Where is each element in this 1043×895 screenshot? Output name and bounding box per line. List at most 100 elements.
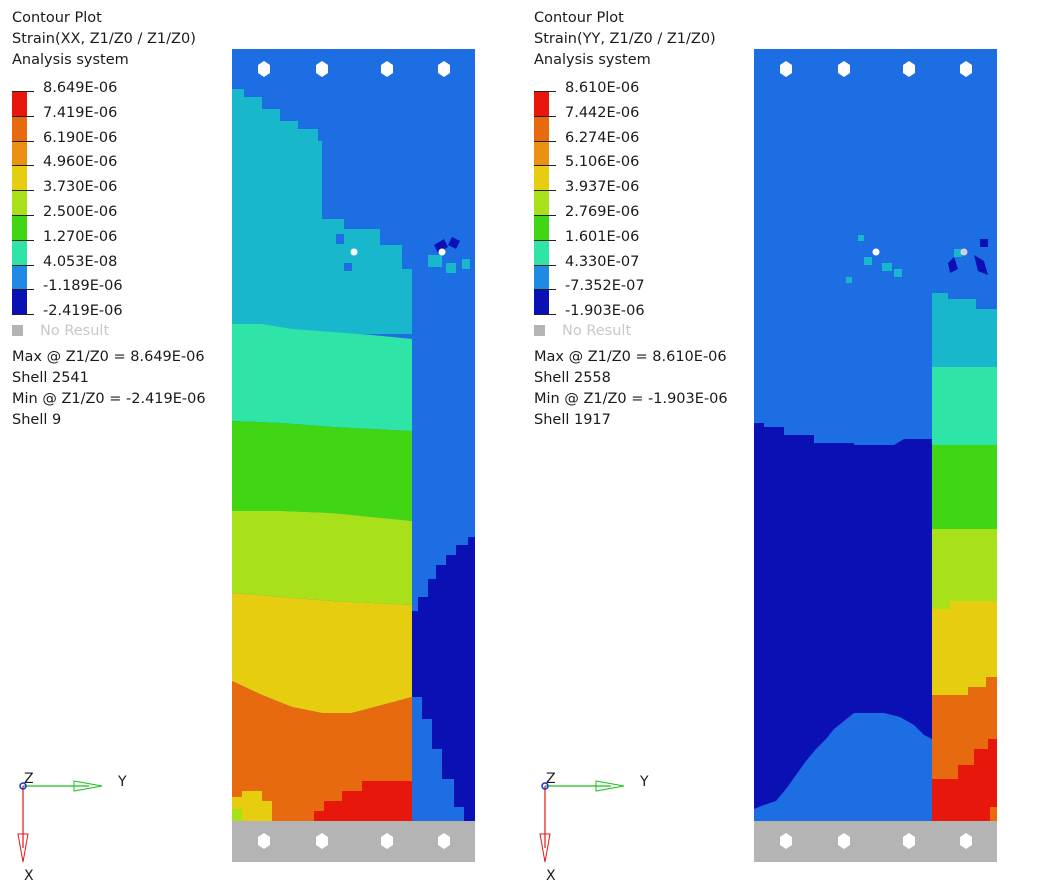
region-red	[932, 739, 997, 821]
contour-panel-xx: Contour Plot Strain(XX, Z1/Z0 / Z1/Z0) A…	[0, 0, 520, 895]
axis-label-y: Y	[118, 774, 127, 790]
legend-label: 1.601E-06	[565, 228, 640, 245]
legend-label: -1.903E-06	[565, 303, 645, 320]
region-teal	[932, 293, 997, 367]
legend-swatch	[12, 190, 27, 216]
legend-label: 7.442E-06	[565, 104, 640, 121]
contour-panel-yy: Contour Plot Strain(YY, Z1/Z0 / Z1/Z0) A…	[522, 0, 1042, 895]
region-green-small	[232, 809, 242, 821]
legend-swatch	[12, 240, 27, 265]
axis-label-y: Y	[640, 774, 649, 790]
node-marker	[960, 248, 968, 256]
legend-swatch	[12, 264, 27, 290]
legend-label: 4.053E-08	[43, 253, 118, 270]
region-teal	[232, 89, 412, 334]
legend-label: -7.352E-07	[565, 278, 645, 295]
axis-label-x: X	[24, 868, 34, 884]
region-red	[306, 781, 412, 821]
axis-label-x: X	[546, 868, 556, 884]
legend-swatch	[534, 116, 549, 141]
plot-system: Analysis system	[12, 52, 129, 68]
node-marker	[872, 248, 880, 256]
legend-label: 4.960E-06	[43, 154, 118, 171]
support-bottom	[232, 821, 475, 862]
bolt-holes-bottom	[258, 833, 450, 849]
legend-label: 1.270E-06	[43, 228, 118, 245]
triad-arrows	[539, 780, 625, 863]
legend-swatch	[534, 190, 549, 216]
legend-label: 4.330E-07	[565, 253, 640, 270]
speckle-cluster	[322, 224, 470, 283]
speckle-cluster	[846, 235, 988, 283]
legend-swatch	[12, 215, 27, 241]
axis-triad[interactable]: Z Y X	[536, 770, 666, 885]
triad-arrows	[17, 780, 103, 863]
bolt-holes-top	[780, 61, 972, 77]
legend-swatch	[12, 289, 27, 315]
no-result-label: No Result	[562, 323, 632, 339]
legend-swatch	[534, 165, 549, 191]
max-value: Max @ Z1/Z0 = 8.649E-06	[12, 349, 205, 365]
region-green	[932, 445, 997, 529]
plot-title: Contour Plot	[12, 10, 102, 26]
legend-swatch	[12, 91, 27, 117]
legend-label: 8.610E-06	[565, 80, 640, 96]
no-result-legend: No Result	[534, 323, 631, 339]
legend-swatch	[534, 140, 549, 166]
plot-stats: Max @ Z1/Z0 = 8.649E-06 Shell 2541 Min @…	[12, 347, 206, 431]
no-result-swatch	[534, 325, 545, 336]
contour-model[interactable]	[232, 49, 475, 862]
plot-system: Analysis system	[534, 52, 651, 68]
plot-header: Contour Plot Strain(YY, Z1/Z0 / Z1/Z0) A…	[534, 8, 716, 71]
axis-label-z: Z	[546, 771, 556, 787]
legend-label: 6.190E-06	[43, 129, 118, 146]
legend-label: 3.730E-06	[43, 179, 118, 196]
min-shell: Shell 9	[12, 412, 62, 428]
no-result-legend: No Result	[12, 323, 109, 339]
contour-model[interactable]	[754, 49, 997, 862]
legend-swatch	[534, 215, 549, 241]
min-value: Min @ Z1/Z0 = -2.419E-06	[12, 391, 206, 407]
plot-stats: Max @ Z1/Z0 = 8.610E-06 Shell 2558 Min @…	[534, 347, 728, 431]
legend-label: 3.937E-06	[565, 179, 640, 196]
legend-label: -2.419E-06	[43, 303, 123, 320]
region-dark-blue	[412, 537, 475, 821]
support-bottom	[754, 821, 997, 862]
legend-label: 6.274E-06	[565, 129, 640, 146]
no-result-swatch	[12, 325, 23, 336]
legend-label: 2.769E-06	[565, 203, 640, 220]
region-yellow-green	[232, 511, 412, 605]
no-result-label: No Result	[40, 323, 110, 339]
legend-swatch	[534, 240, 549, 265]
legend-swatch	[12, 116, 27, 141]
bolt-holes-top	[258, 61, 450, 77]
node-marker	[438, 248, 446, 256]
region-orange	[932, 677, 997, 779]
legend-label: 7.419E-06	[43, 104, 118, 121]
region-aqua	[932, 367, 997, 445]
legend-label: 8.649E-06	[43, 80, 118, 96]
region-aqua	[232, 324, 412, 431]
plot-header: Contour Plot Strain(XX, Z1/Z0 / Z1/Z0) A…	[12, 8, 196, 71]
legend-label: 2.500E-06	[43, 203, 118, 220]
legend-swatch	[534, 289, 549, 315]
region-dark-blue	[754, 423, 932, 809]
legend-swatch	[534, 264, 549, 290]
max-shell: Shell 2558	[534, 370, 611, 386]
legend-swatch	[12, 165, 27, 191]
max-shell: Shell 2541	[12, 370, 89, 386]
max-value: Max @ Z1/Z0 = 8.610E-06	[534, 349, 727, 365]
node-marker	[350, 248, 358, 256]
legend-swatch	[12, 140, 27, 166]
legend-label: -1.189E-06	[43, 278, 123, 295]
region-green	[232, 421, 412, 521]
region-yellow	[232, 593, 412, 713]
region-yellow	[932, 601, 997, 695]
axis-triad[interactable]: Z Y X	[14, 770, 144, 885]
legend-label: 5.106E-06	[565, 154, 640, 171]
plot-subtitle: Strain(YY, Z1/Z0 / Z1/Z0)	[534, 31, 716, 47]
region-blue-strip	[412, 699, 446, 821]
legend-swatch	[534, 91, 549, 117]
region-yellow-green	[932, 529, 997, 609]
min-value: Min @ Z1/Z0 = -1.903E-06	[534, 391, 728, 407]
